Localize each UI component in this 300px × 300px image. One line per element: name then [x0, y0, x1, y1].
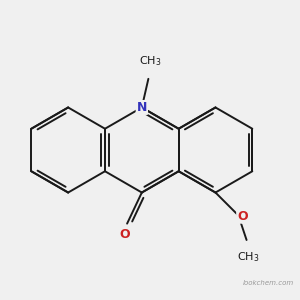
Text: CH$_3$: CH$_3$	[237, 250, 260, 264]
Text: lookchem.com: lookchem.com	[243, 280, 294, 286]
Text: N: N	[136, 101, 147, 114]
Text: O: O	[119, 228, 130, 241]
Text: O: O	[237, 210, 248, 223]
Text: CH$_3$: CH$_3$	[139, 54, 161, 68]
